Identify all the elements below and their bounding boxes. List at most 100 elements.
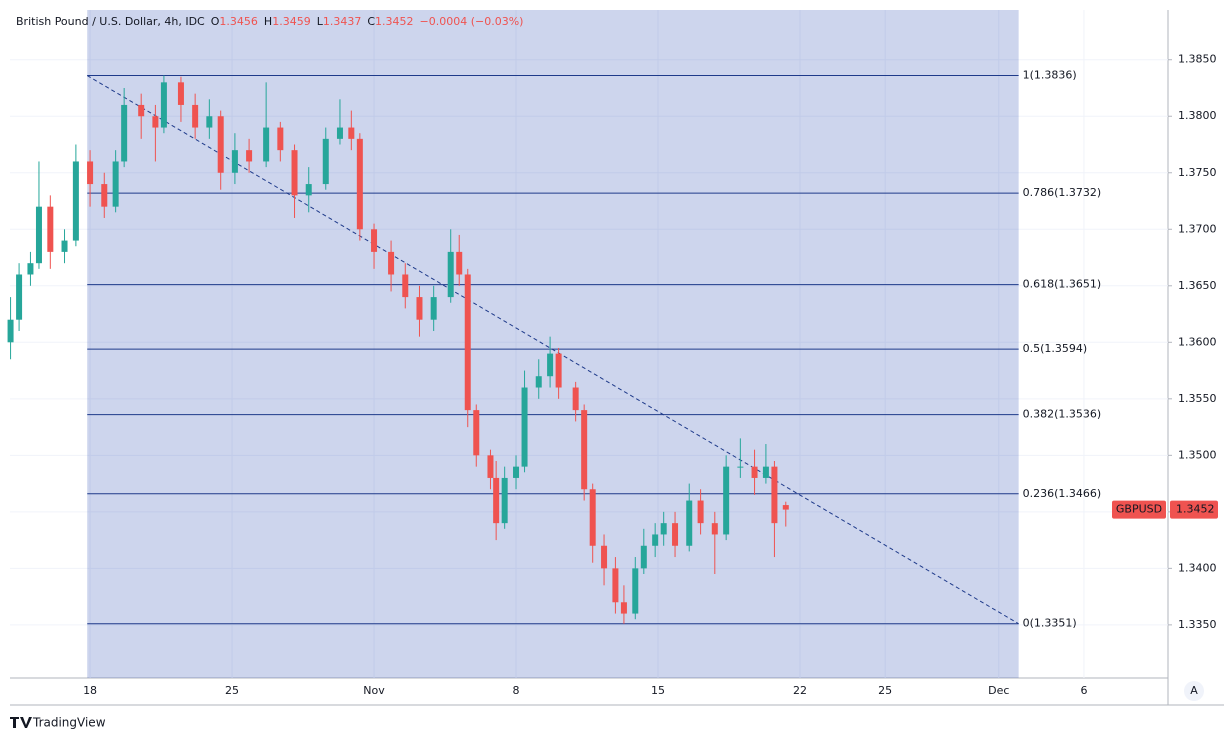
y-tick-label: 1.3500 [1178, 448, 1217, 461]
candle-body [348, 127, 355, 139]
fib-zone [87, 10, 1019, 678]
header-part: H [264, 15, 272, 28]
x-tick-label: 15 [651, 684, 665, 697]
fib-retracement: 1(1.3836) 0.786(1.3732) 0.618(1.3651) 0.5(1… [86, 10, 1102, 678]
candle-body [771, 466, 778, 524]
candle-body [589, 489, 596, 546]
candle-body [572, 387, 579, 411]
symbol-badge-label: GBPUSD [1116, 503, 1162, 516]
candle-body [192, 104, 199, 128]
grid [10, 10, 1168, 678]
candle-body [487, 455, 494, 478]
price-badge [1170, 500, 1218, 519]
candle-body [322, 138, 329, 185]
candle-body [620, 602, 627, 614]
fib-label: 0.382(1.3536) [1023, 408, 1102, 421]
y-tick-label: 1.3350 [1178, 618, 1217, 631]
candle-body [217, 116, 224, 173]
symbol-badge [1112, 500, 1166, 519]
candle-body [305, 184, 312, 196]
header: British Pound / U.S. Dollar, 4h, IDC O1.3… [16, 15, 523, 28]
candle-body [61, 240, 68, 252]
header-part: 1.3459 [272, 15, 311, 28]
candle-body [762, 466, 769, 478]
candle-body [277, 127, 284, 151]
trend-line [86, 75, 1019, 625]
header-part: 1.3452 [375, 15, 414, 28]
candle-body [206, 116, 213, 128]
candle-body [336, 127, 343, 139]
candle-body [555, 353, 562, 388]
auto-scale-button[interactable] [1184, 681, 1204, 701]
fib-label: 0(1.3351) [1023, 617, 1077, 630]
header-part: 1.3456 [219, 15, 258, 28]
candle-body [513, 466, 520, 478]
candle-body [371, 229, 378, 252]
y-tick-label: 1.3750 [1178, 166, 1217, 179]
candle-body [632, 568, 639, 614]
candle-body [640, 545, 647, 569]
candle-body [160, 82, 167, 128]
header-part: 1.3437 [323, 15, 362, 28]
candle-body [35, 206, 42, 264]
header-part: British Pound / U.S. Dollar, 4h, IDC [16, 15, 205, 28]
fib-label: 0.236(1.3466) [1023, 487, 1102, 500]
candle-body [751, 466, 758, 478]
candle-body [430, 297, 437, 320]
header-part: C [367, 15, 375, 28]
candle-body [47, 206, 54, 252]
candle-body [121, 104, 128, 162]
x-tick-label: 25 [225, 684, 239, 697]
candle-body [16, 274, 23, 320]
candle-body [697, 500, 704, 524]
candle-body [101, 184, 108, 207]
candle-body [782, 505, 789, 510]
candle-body [672, 523, 679, 546]
candle-body [547, 353, 554, 377]
candle-body [72, 161, 79, 241]
candle-body [246, 150, 253, 162]
auto-scale-label[interactable]: A [1190, 684, 1198, 697]
candle-body [612, 568, 619, 603]
logo [10, 717, 32, 728]
candle-body [737, 466, 744, 468]
candle-body [652, 534, 659, 546]
y-tick-label: 1.3550 [1178, 392, 1217, 405]
candle-body [291, 150, 298, 196]
candle-body [581, 410, 588, 490]
candle-body [27, 263, 34, 275]
candle-body [87, 161, 94, 185]
price-badge-label: 1.3452 [1176, 503, 1215, 516]
fib-label: 1(1.3836) [1023, 69, 1077, 82]
candle-body [152, 116, 159, 128]
y-tick-label: 1.3850 [1178, 53, 1217, 66]
x-tick-label: Dec [988, 684, 1009, 697]
candle-body [535, 376, 542, 388]
y-tick-label: 1.3700 [1178, 222, 1217, 235]
candle-body [112, 161, 119, 207]
candle-body [263, 127, 270, 162]
y-tick-label: 1.3800 [1178, 109, 1217, 122]
candle-body [464, 274, 471, 411]
x-tick-label: 25 [878, 684, 892, 697]
candle-body [447, 251, 454, 298]
candle-body [402, 274, 409, 298]
x-tick-label: 22 [793, 684, 807, 697]
candles [7, 75, 789, 624]
x-tick-label: 8 [513, 684, 520, 697]
header-part: O [211, 15, 220, 28]
y-tick-label: 1.3400 [1178, 561, 1217, 574]
candle-body [601, 545, 608, 569]
candle-body [711, 523, 718, 535]
candle-body [501, 477, 508, 524]
fib-label: 0.786(1.3732) [1023, 186, 1102, 199]
x-tick-label: 6 [1080, 684, 1087, 697]
axes: 1825Nov8152225Dec61.33501.34001.34501.35… [83, 53, 1218, 697]
candle-body [456, 251, 463, 275]
footer: TradingView [32, 716, 106, 730]
candle-body [660, 523, 667, 535]
candle-body [686, 500, 693, 546]
candle-body [138, 104, 145, 117]
candle-body [7, 319, 14, 343]
